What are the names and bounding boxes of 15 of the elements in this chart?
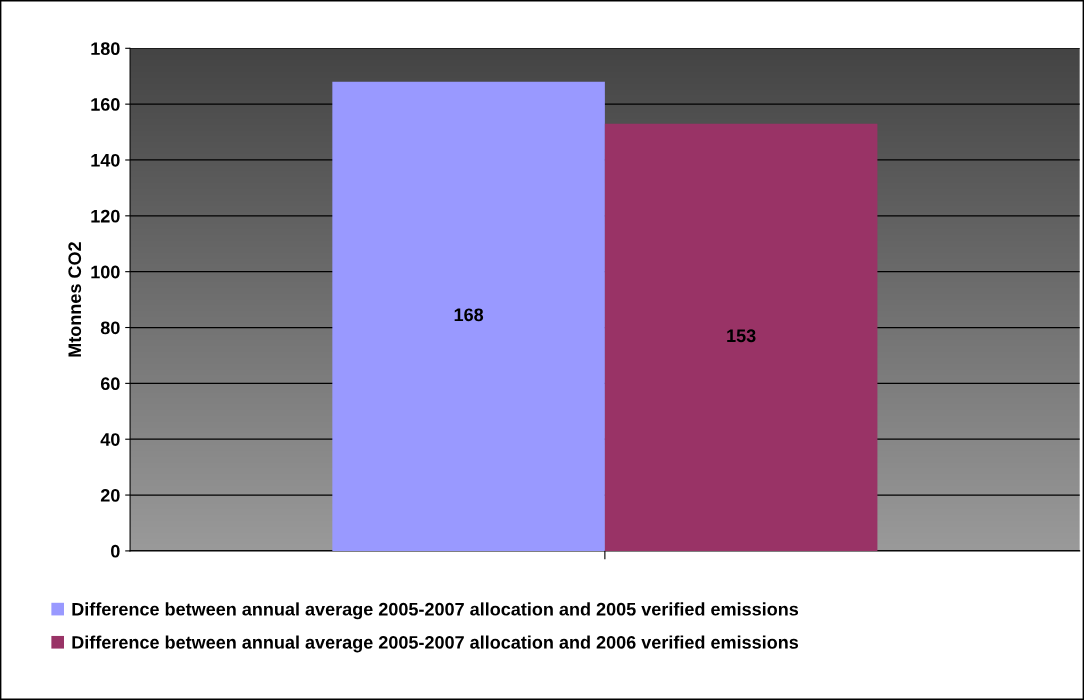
y-tick-label: 20	[100, 488, 120, 502]
y-tick-label: 40	[100, 433, 120, 446]
data-label: 168	[454, 308, 484, 322]
data-label: 153	[727, 329, 756, 343]
y-tick-label: 180	[91, 42, 120, 56]
legend-label: Difference between annual average 2005-2007 allocation and 2006 verified emissions	[72, 635, 799, 653]
y-tick-label: 120	[91, 209, 120, 223]
y-tick-label: 160	[91, 98, 120, 111]
y-tick-label: 140	[91, 153, 120, 167]
y-axis-title: Mtonnes CO2	[68, 242, 82, 357]
y-tick-label: 60	[100, 377, 120, 391]
y-tick-label: 0	[111, 544, 120, 558]
y-tick-label: 80	[100, 321, 120, 335]
legend-label: Difference between annual average 2005-2007 allocation and 2005 verified emissions	[72, 602, 799, 620]
y-tick-label: 100	[91, 265, 120, 279]
